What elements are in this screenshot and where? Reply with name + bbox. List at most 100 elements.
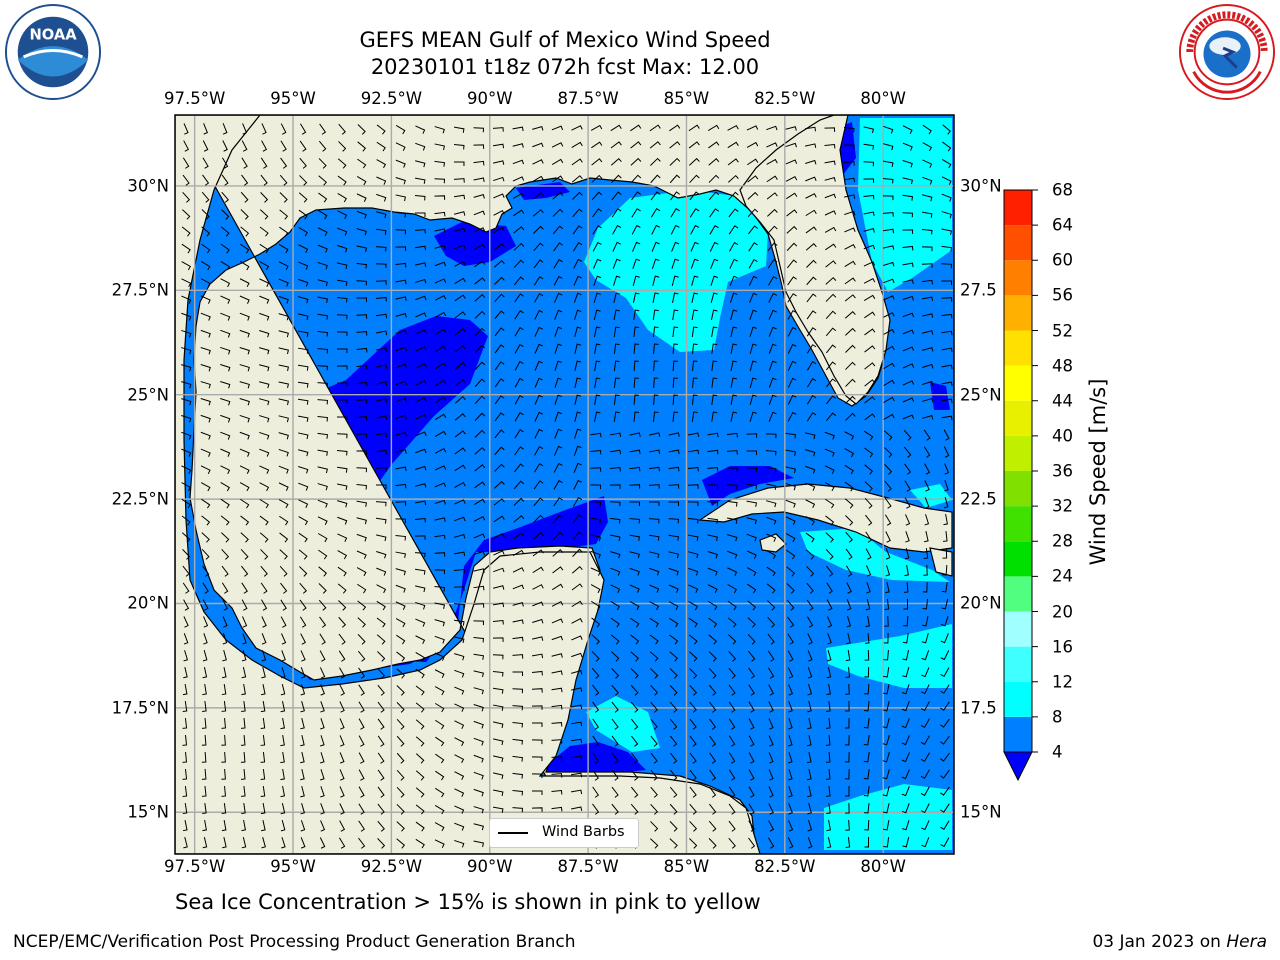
wind-barb [453, 551, 466, 557]
wind-barb [473, 788, 484, 797]
wind-barb [280, 768, 285, 781]
wind-barb [748, 786, 755, 798]
wind-barb [689, 191, 700, 201]
wind-barb [260, 785, 266, 798]
wind-barb [415, 465, 427, 471]
wind-barb [239, 295, 250, 304]
wind-barb [241, 650, 247, 662]
wind-barb [923, 429, 931, 441]
wind-barb [220, 278, 231, 288]
wind-barb [688, 584, 699, 593]
wind-barb [356, 347, 368, 353]
wind-barb [610, 567, 621, 576]
wind-barb [376, 124, 386, 135]
wind-barb [279, 515, 289, 526]
lat-tick-label-right: 27.5 [960, 280, 997, 300]
wind-barb [551, 142, 564, 148]
wind-barb [902, 632, 909, 644]
wind-barb [396, 702, 405, 713]
wind-barb [454, 430, 466, 438]
wind-barb [882, 160, 894, 167]
wind-barb [512, 636, 524, 642]
wind-barb [570, 704, 583, 710]
wind-barb [434, 804, 445, 815]
wind-barb [356, 416, 368, 421]
wind-barb [182, 768, 188, 780]
wind-barb [241, 599, 248, 611]
wind-barb [632, 292, 640, 303]
wind-barb [805, 482, 816, 491]
wind-barb [531, 739, 543, 745]
wind-barb [551, 704, 563, 710]
wind-barb [711, 394, 718, 406]
wind-barb [259, 312, 270, 321]
wind-band-8-12-central-north [584, 190, 768, 352]
wind-barb [298, 516, 309, 526]
wind-barb [747, 583, 757, 594]
wind-barb [749, 411, 757, 422]
wind-band-0-4-honduras [540, 742, 646, 776]
wind-barb [239, 381, 250, 389]
wind-barb [280, 616, 287, 628]
wind-barb [632, 275, 640, 286]
wind-barb [786, 242, 798, 251]
wind-barb [610, 551, 621, 559]
wind-barb [434, 328, 447, 336]
lon-tick-label: 97.5°W [164, 857, 226, 876]
wind-barb [843, 127, 855, 133]
wind-barb [513, 515, 525, 523]
wind-barb [613, 394, 620, 406]
wind-barb [183, 616, 189, 628]
wind-barb [200, 482, 211, 492]
wind-barb [672, 343, 678, 355]
wind-barb [553, 242, 563, 252]
wind-barb [726, 432, 738, 438]
wind-barb [746, 567, 757, 577]
wind-barb [729, 258, 738, 269]
wind-barb [259, 515, 269, 526]
wind-barb [554, 343, 563, 354]
wind-barb [689, 174, 700, 184]
wind-barb [785, 126, 797, 131]
wind-barb [611, 786, 619, 798]
wind-barb [941, 364, 953, 370]
wind-barb [493, 226, 505, 234]
wind-barb [806, 259, 817, 268]
wind-barb [902, 650, 910, 661]
wind-barb [300, 123, 307, 135]
wind-barb [358, 820, 365, 832]
wind-barb [513, 226, 525, 234]
wind-barb [825, 276, 837, 285]
wind-barb [749, 309, 758, 320]
wind-barb [297, 330, 309, 337]
wind-barb [632, 241, 641, 252]
wind-barb [844, 210, 856, 216]
wind-barb [707, 551, 718, 559]
wind-barb [512, 705, 524, 711]
wind-barb [668, 484, 680, 489]
wind-barb [474, 378, 486, 388]
wind-barb [922, 615, 929, 627]
wind-barb [434, 669, 445, 679]
wind-barb [299, 566, 308, 577]
wind-barb [843, 161, 855, 166]
wind-barb [320, 701, 325, 713]
wind-barb [473, 193, 485, 199]
wind-barb [376, 347, 388, 352]
wind-barb [239, 465, 250, 474]
wind-barb [514, 310, 524, 320]
wind-barb [941, 616, 949, 627]
wind-barb [594, 343, 601, 355]
wind-barb [631, 224, 641, 235]
legend-label: Wind Barbs [542, 824, 625, 840]
wind-barb [336, 450, 348, 456]
wind-barb [356, 297, 368, 303]
wind-barb [863, 294, 876, 302]
wind-barb [748, 225, 759, 235]
wind-barb [729, 292, 738, 303]
wind-barb [415, 278, 427, 284]
wind-barb [883, 312, 895, 318]
wind-barb [278, 261, 289, 271]
wind-barb [806, 378, 817, 388]
wind-barb [941, 581, 948, 593]
